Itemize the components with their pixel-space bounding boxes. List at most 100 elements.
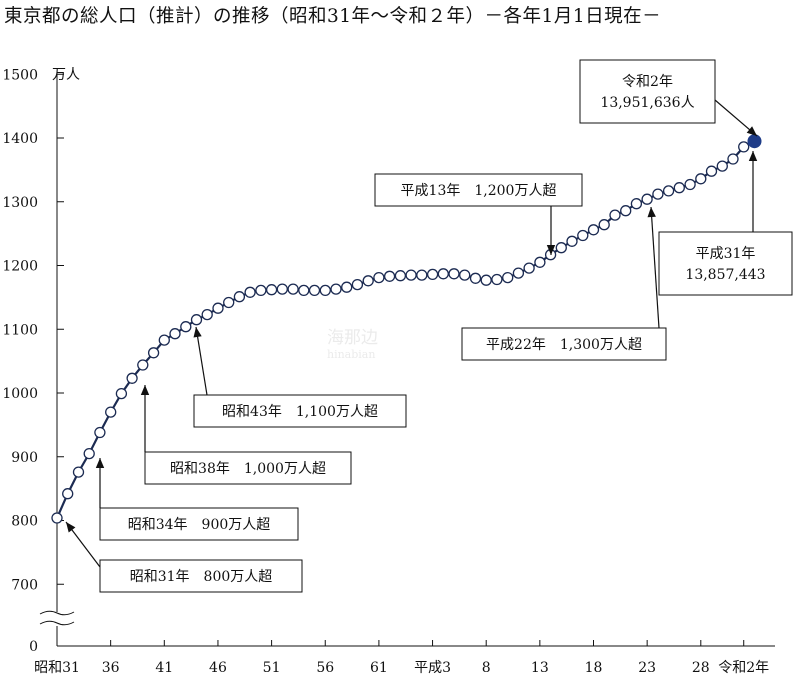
- annotation-box: [144, 451, 352, 485]
- data-point: [577, 229, 589, 242]
- data-point: [233, 291, 246, 303]
- annotation-arrow-line: [650, 206, 660, 329]
- data-point: [598, 219, 610, 231]
- annotation-arrowhead: [66, 522, 76, 533]
- annotation-text: 平成31年: [696, 246, 756, 262]
- data-point: [695, 173, 707, 185]
- annotation-callout: 平成22年 1,300万人超: [461, 206, 667, 361]
- annotation-text: 昭和38年 1,000万人超: [170, 461, 326, 477]
- data-point: [308, 284, 321, 297]
- data-point: [51, 512, 63, 524]
- data-point: [255, 284, 267, 297]
- data-point: [705, 165, 718, 177]
- data-point: [684, 178, 696, 191]
- data-point: [201, 308, 213, 321]
- data-point: [244, 286, 256, 298]
- data-point: [105, 406, 117, 418]
- x-tick-label: 46: [209, 660, 227, 676]
- annotation-arrow-line: [195, 326, 208, 396]
- annotation-box: [99, 559, 303, 593]
- annotation-text: 令和2年: [622, 74, 673, 90]
- annotation-text: 昭和43年 1,100万人超: [222, 404, 378, 420]
- watermark-subtext: hinabian: [327, 348, 375, 361]
- data-point: [362, 275, 374, 287]
- data-point: [276, 283, 288, 295]
- y-tick-label: 1300: [2, 195, 38, 211]
- data-point: [115, 387, 128, 400]
- y-tick-label-zero: 0: [29, 639, 38, 655]
- data-point: [94, 426, 106, 439]
- annotation-arrowhead: [95, 458, 105, 468]
- data-point: [512, 267, 525, 279]
- y-axis-unit-label: 万人: [52, 67, 80, 83]
- annotation-text: 昭和34年 900万人超: [128, 517, 271, 533]
- data-point: [330, 283, 342, 295]
- annotation-value: 13,857,443: [685, 267, 765, 283]
- data-point: [405, 269, 417, 281]
- y-tick-label: 700: [11, 577, 38, 593]
- series-layer: [51, 134, 762, 524]
- annotation-text: 平成13年 1,200万人超: [401, 183, 557, 199]
- x-tick-label: 13: [531, 660, 549, 676]
- data-point: [212, 302, 224, 314]
- data-point: [459, 269, 471, 281]
- data-point: [158, 334, 170, 346]
- data-point: [727, 153, 739, 165]
- annotation-box: [658, 231, 793, 296]
- annotation-box: [374, 173, 583, 207]
- data-point: [341, 281, 353, 293]
- annotation-text: 昭和31年 800万人超: [130, 569, 273, 585]
- data-point: [555, 242, 567, 254]
- axis-break-mark: [39, 620, 75, 626]
- data-point: [373, 271, 385, 284]
- data-point: [448, 268, 460, 280]
- data-point: [190, 314, 203, 326]
- annotation-callout: 昭和43年 1,100万人超: [193, 326, 407, 428]
- annotation-arrowhead: [746, 126, 757, 136]
- annotation-callout: 昭和38年 1,000万人超: [140, 385, 352, 485]
- x-tick-label: 41: [155, 660, 173, 676]
- data-point: [383, 270, 396, 282]
- watermark-text: 海那边: [327, 328, 378, 348]
- data-point: [491, 273, 503, 286]
- annotation-box: [461, 327, 667, 361]
- axis-layer: 700 800 900 1000 1100 1200 1300 1400 1500 0 万人昭和31…: [2, 67, 775, 676]
- y-tick-label: 1100: [2, 322, 38, 338]
- y-tick-label: 1500: [2, 67, 38, 83]
- x-tick-label: 23: [638, 660, 656, 676]
- data-point: [83, 447, 95, 460]
- data-point: [587, 224, 600, 236]
- annotation-text: 平成22年 1,300万人超: [486, 337, 642, 353]
- data-point: [523, 262, 535, 274]
- data-point: [351, 278, 364, 291]
- annotation-arrowhead: [748, 151, 758, 161]
- data-point: [319, 284, 331, 297]
- annotation-callout: 平成31年 13,857,443: [658, 151, 793, 296]
- x-tick-label: 8: [482, 660, 491, 676]
- data-point: [265, 284, 278, 296]
- annotation-arrowhead: [546, 245, 556, 255]
- annotation-callout: 昭和31年 800万人超: [65, 521, 303, 593]
- data-point: [652, 188, 664, 200]
- x-tick-label: 平成3: [414, 660, 451, 676]
- x-tick-label: 36: [102, 660, 120, 676]
- data-point: [662, 185, 675, 197]
- data-point: [620, 205, 632, 217]
- annotation-value: 13,951,636人: [600, 95, 694, 111]
- annotation-arrowhead: [140, 385, 150, 395]
- data-point: [72, 466, 85, 478]
- y-tick-label: 800: [11, 514, 38, 530]
- chart-title: 東京都の総人口（推計）の推移（昭和31年～令和２年）－各年1月1日現在－: [4, 6, 662, 27]
- x-tick-label: 56: [316, 660, 334, 676]
- data-point: [298, 284, 310, 297]
- axis-break-mark: [39, 610, 75, 616]
- data-point: [147, 347, 160, 359]
- data-point: [609, 209, 621, 221]
- annotation-callout: 昭和34年 900万人超: [95, 458, 299, 541]
- data-point: [223, 296, 235, 309]
- data-point-final: [747, 134, 762, 149]
- data-point: [534, 256, 546, 268]
- x-tick-label: 昭和31: [34, 660, 80, 676]
- data-point: [641, 193, 653, 205]
